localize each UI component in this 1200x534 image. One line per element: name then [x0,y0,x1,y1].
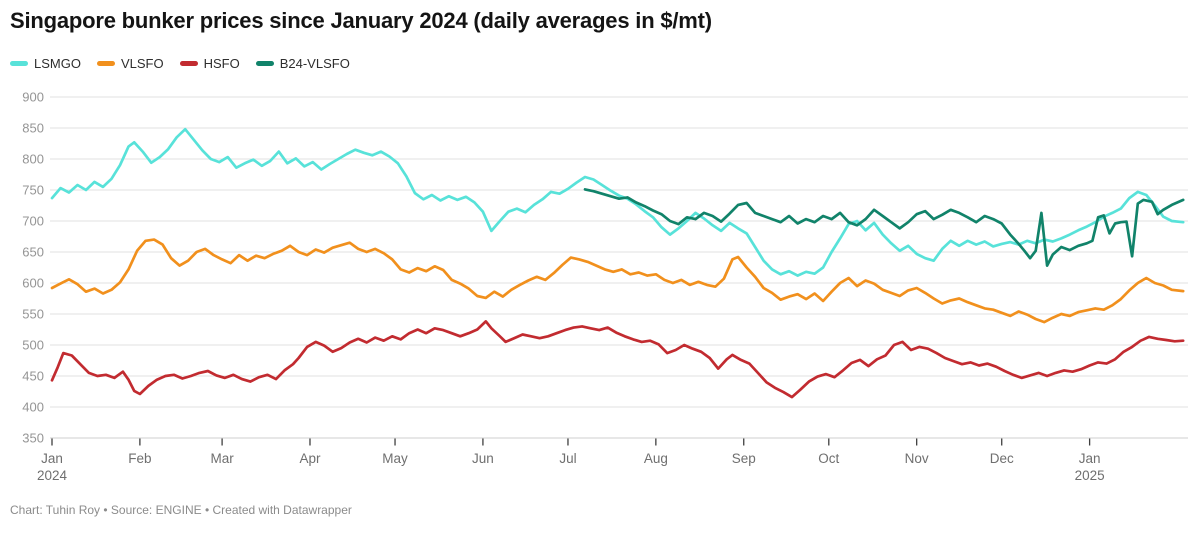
chart-legend: LSMGO VLSFO HSFO B24-VLSFO [10,56,350,71]
page-title: Singapore bunker prices since January 20… [10,8,712,33]
y-axis-label: 600 [22,276,44,291]
legend-label: HSFO [203,56,240,71]
x-axis-label: Jan [41,451,63,466]
y-axis-label: 350 [22,431,44,446]
legend-item-LSMGO: LSMGO [10,56,81,71]
x-axis-label: Jan [1079,451,1101,466]
legend-swatch-icon [96,61,115,66]
x-axis-label: Aug [644,451,668,466]
series-line-HSFO[interactable] [50,320,1185,399]
x-axis-label: May [382,451,408,466]
series-line-VLSFO[interactable] [50,238,1185,324]
legend-item-VLSFO: VLSFO [96,56,164,71]
x-axis-year-label: 2024 [37,468,68,483]
legend-label: B24-VLSFO [279,56,350,71]
chart-footer: Chart: Tuhin Roy • Source: ENGINE • Crea… [10,503,352,517]
x-axis-label: Mar [210,451,234,466]
y-axis-label: 850 [22,121,44,136]
series-line-LSMGO[interactable] [50,127,1185,277]
x-axis-label: Nov [905,451,929,466]
legend-swatch-icon [255,61,274,66]
legend-label: VLSFO [120,56,164,71]
y-axis-label: 500 [22,338,44,353]
x-axis-label: Jul [559,451,576,466]
x-axis-label: Oct [818,451,839,466]
y-axis-label: 800 [22,152,44,167]
series-line-B24-VLSFO[interactable] [583,188,1185,267]
y-axis-label: 750 [22,183,44,198]
y-axis-label: 450 [22,369,44,384]
x-axis-label: Sep [732,451,756,466]
legend-label: LSMGO [34,56,81,71]
legend-item-HSFO: HSFO [179,56,240,71]
legend-swatch-icon [179,61,198,66]
legend-swatch-icon [10,61,28,66]
y-axis-label: 550 [22,307,44,322]
y-axis-label: 400 [22,400,44,415]
y-axis-label: 700 [22,214,44,229]
x-axis-year-label: 2025 [1075,468,1105,483]
gridlines: 900 850 800 750 700 650 600 550 500 450 400 350 [22,90,1188,446]
x-axis: Jan 2024 Feb Mar Apr May Jun Jul Aug Sep Oct Nov Dec… [37,438,1105,483]
x-axis-label: Jun [472,451,494,466]
x-axis-label: Feb [128,451,151,466]
y-axis-label: 650 [22,245,44,260]
y-axis-label: 900 [22,90,44,105]
x-axis-label: Apr [299,451,321,466]
legend-item-B24-VLSFO: B24-VLSFO [255,56,350,71]
x-axis-label: Dec [990,451,1014,466]
